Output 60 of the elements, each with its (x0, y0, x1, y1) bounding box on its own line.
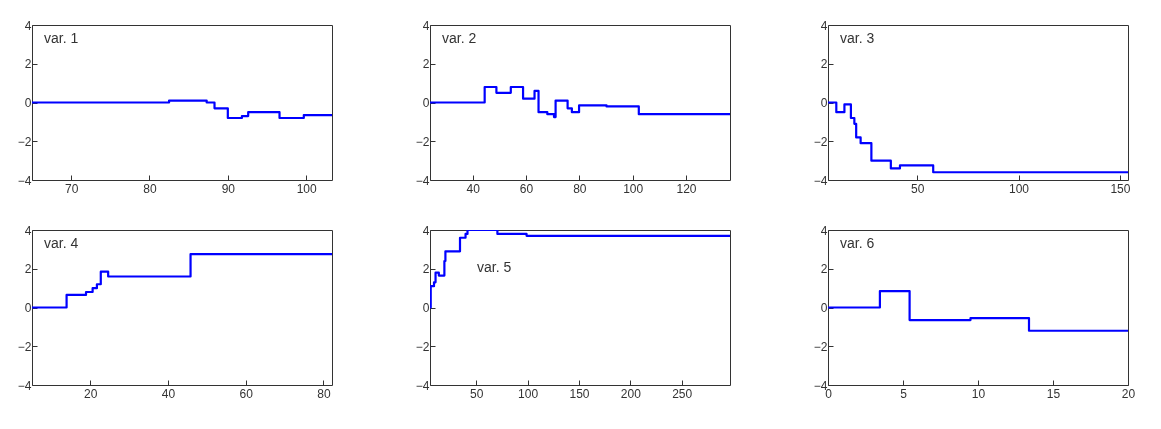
annotation: var. 3 (840, 30, 875, 46)
y-tick-label: −2 (17, 134, 32, 149)
x-tick-label: 150 (569, 386, 590, 401)
y-tick-label: 4 (820, 18, 828, 33)
x-tick-label: 10 (971, 386, 986, 401)
x-tick-label: 80 (573, 181, 587, 196)
y-tick-label: −2 (813, 339, 828, 354)
y-tick-label: −4 (813, 173, 828, 188)
y-tick-label: 4 (422, 223, 430, 238)
y-tick-label: 2 (422, 57, 430, 72)
y-tick-label: 2 (24, 262, 32, 277)
y-tick-label: 4 (820, 223, 828, 238)
x-tick-label: 90 (221, 181, 236, 196)
x-tick-label: 20 (84, 386, 98, 401)
annotation: var. 4 (44, 235, 79, 251)
x-tick-label: 80 (317, 386, 331, 401)
y-tick-label: 0 (422, 301, 430, 315)
x-tick-label: 70 (64, 181, 79, 196)
x-tick-label: 100 (518, 386, 539, 401)
x-tick-label: 80 (143, 181, 157, 196)
annotation: var. 5 (477, 259, 512, 275)
x-tick-label: 15 (1046, 386, 1061, 401)
y-tick-label: −2 (813, 134, 828, 149)
x-tick-label: 100 (296, 181, 317, 196)
y-tick-label: 2 (24, 57, 32, 72)
x-tick-label: 150 (1110, 181, 1131, 196)
y-tick-label: 2 (820, 57, 828, 72)
y-tick-label: 0 (422, 96, 430, 110)
y-tick-label: 4 (24, 18, 32, 33)
x-tick-label: 5 (900, 386, 908, 401)
y-tick-label: 4 (24, 223, 32, 238)
y-tick-label: −4 (17, 378, 32, 393)
annotation: var. 6 (840, 235, 875, 251)
x-tick-label: 60 (519, 181, 534, 196)
x-tick-label: 60 (239, 386, 254, 401)
y-tick-label: 4 (422, 18, 430, 33)
x-tick-label: 100 (623, 181, 644, 196)
x-tick-label: 100 (1009, 181, 1030, 196)
y-tick-label: −2 (415, 134, 430, 149)
x-tick-label: 40 (161, 386, 176, 401)
y-tick-label: 2 (820, 262, 828, 277)
y-tick-label: 0 (24, 96, 32, 110)
y-tick-label: −4 (415, 173, 430, 188)
x-tick-label: 50 (470, 386, 484, 401)
y-tick-label: −4 (415, 378, 430, 393)
x-tick-label: 120 (676, 181, 697, 196)
x-tick-label: 250 (672, 386, 693, 401)
y-tick-label: −2 (17, 339, 32, 354)
x-tick-label: 50 (911, 181, 925, 196)
y-tick-label: −4 (17, 173, 32, 188)
y-tick-label: 0 (820, 96, 828, 110)
y-tick-label: 0 (820, 301, 828, 315)
annotation: var. 2 (442, 30, 477, 46)
y-tick-label: 2 (422, 262, 430, 277)
annotation: var. 1 (44, 30, 79, 46)
x-tick-label: 40 (466, 181, 481, 196)
y-tick-label: 0 (24, 301, 32, 315)
y-tick-label: −2 (415, 339, 430, 354)
x-tick-label: 200 (620, 386, 642, 401)
x-tick-label: 20 (1121, 386, 1136, 401)
